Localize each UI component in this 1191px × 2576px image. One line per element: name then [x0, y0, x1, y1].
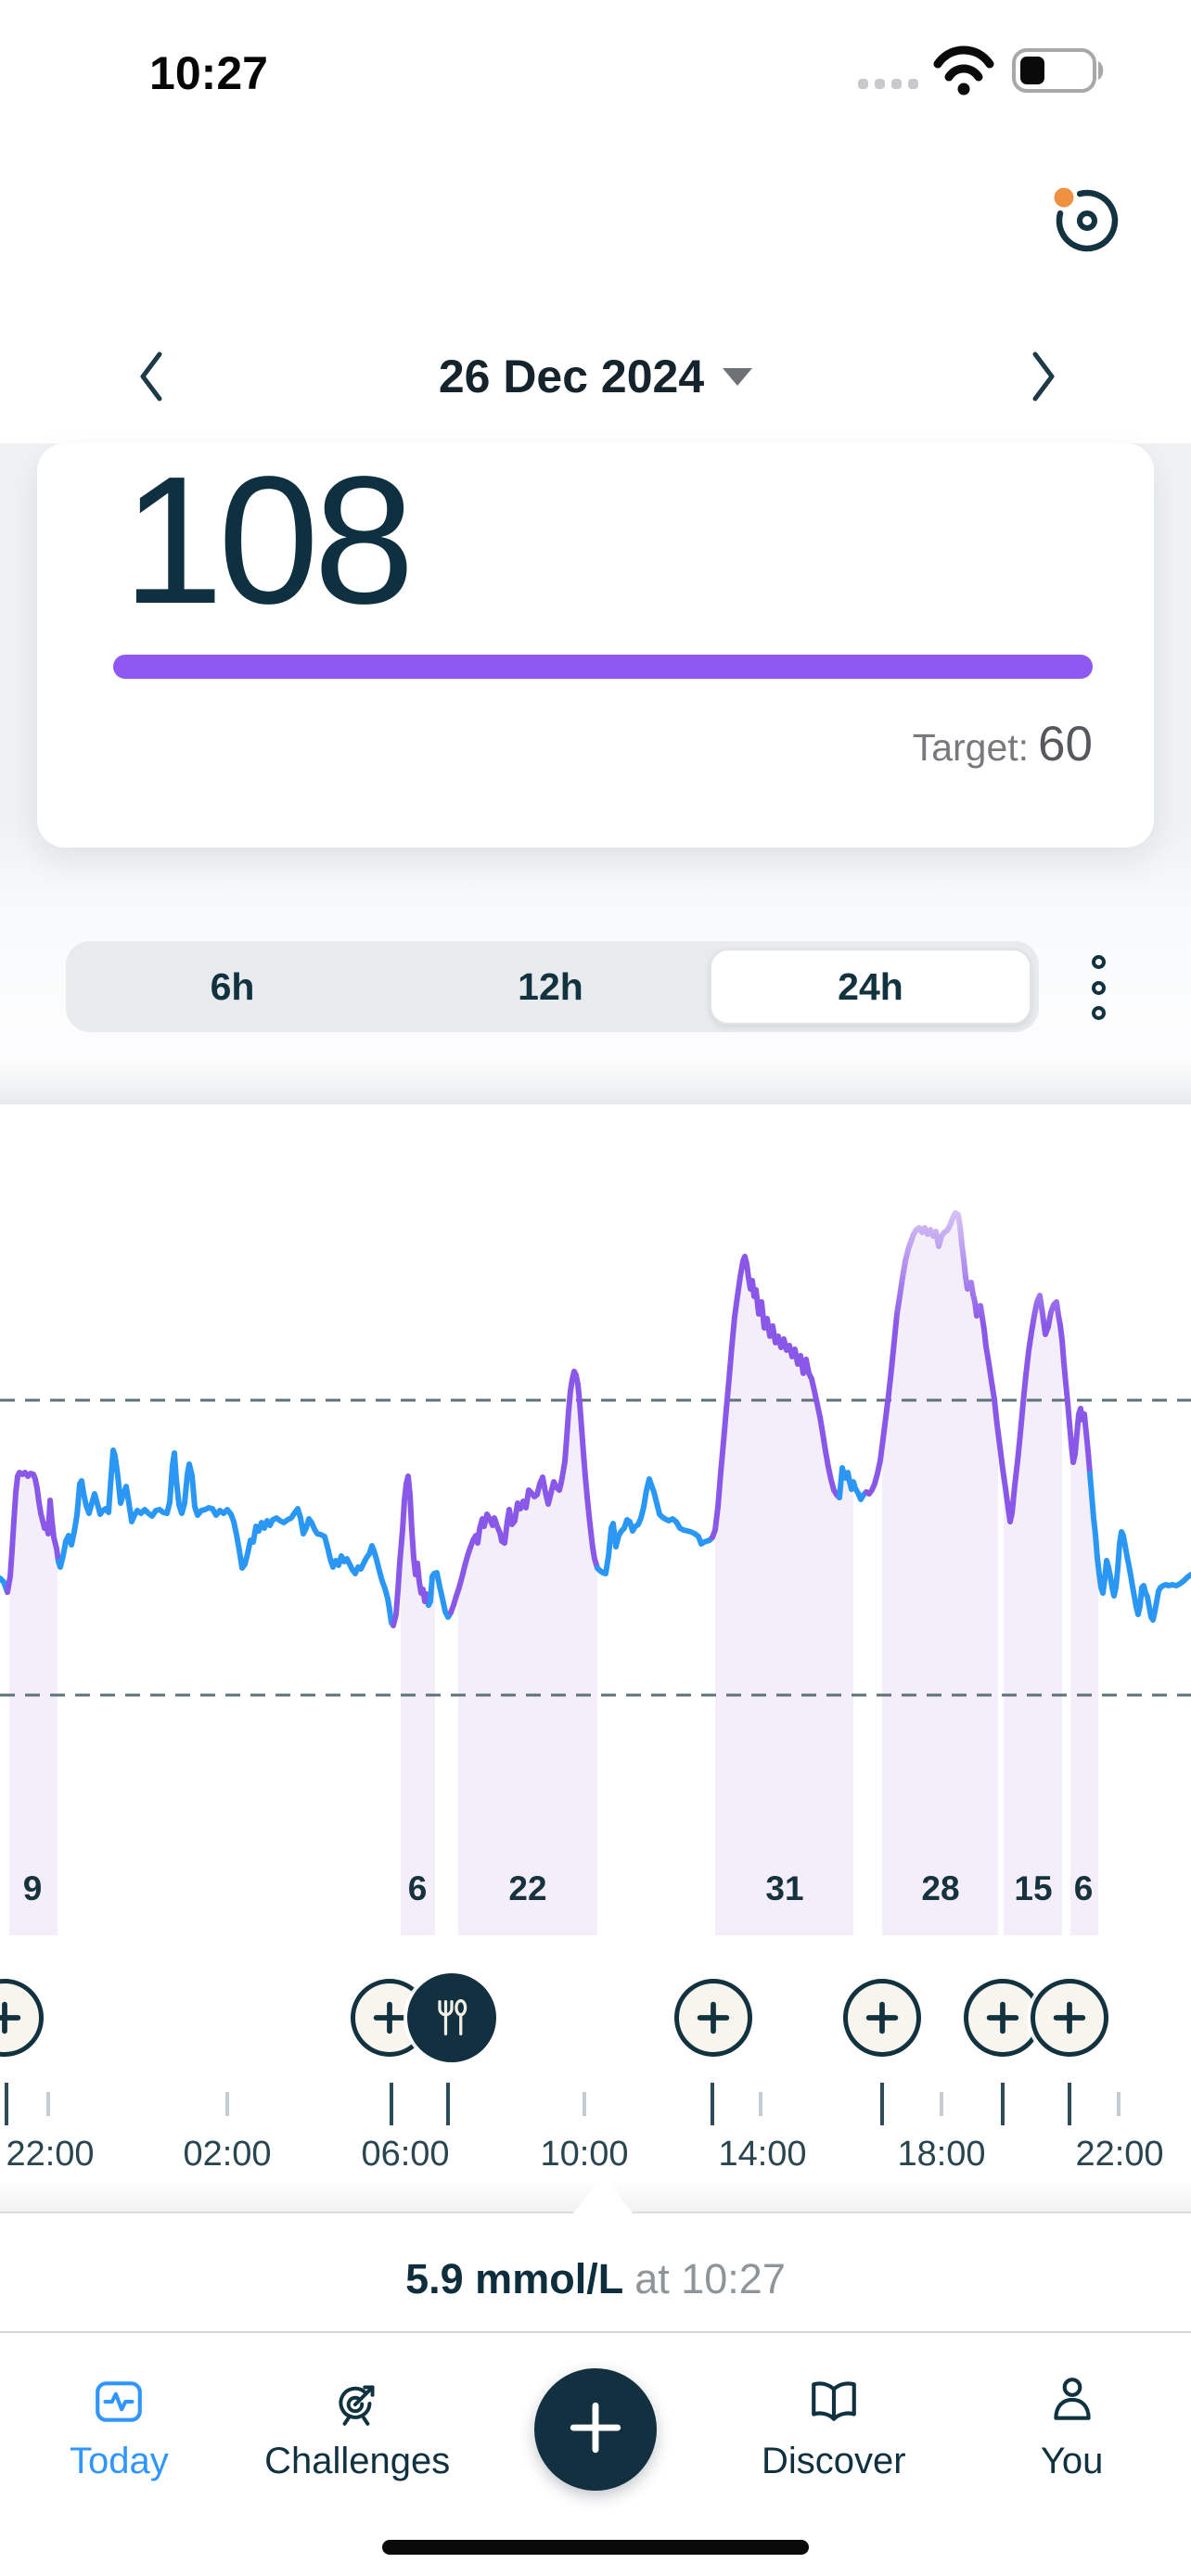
- tab-today[interactable]: Today: [0, 2333, 238, 2576]
- previous-day-button[interactable]: [134, 349, 167, 404]
- target-line: Target: 60: [913, 716, 1093, 772]
- book-icon: [807, 2374, 861, 2428]
- log-event-button[interactable]: [843, 1979, 921, 2057]
- wifi-icon: [933, 45, 994, 96]
- range-option-12h[interactable]: 12h: [391, 949, 710, 1025]
- dot-icon: [1091, 955, 1106, 969]
- more-options-button[interactable]: [1080, 955, 1117, 1020]
- reading-value: 5.9 mmol/L: [405, 2254, 624, 2302]
- spike-score-label: 28: [921, 1869, 960, 1907]
- spike-score-label: 22: [508, 1869, 547, 1907]
- battery-icon: [1012, 48, 1104, 93]
- time-axis-label: 18:00: [897, 2135, 986, 2174]
- plus-icon: [0, 2001, 21, 2034]
- score-progress-bar: [113, 655, 1093, 679]
- log-event-button[interactable]: [964, 1979, 1042, 2057]
- home-indicator: [382, 2540, 809, 2555]
- tab-label: Discover: [761, 2441, 906, 2481]
- range-option-6h[interactable]: 6h: [73, 949, 391, 1025]
- chevron-left-icon: [140, 351, 162, 402]
- sensor-icon: [1054, 187, 1119, 252]
- plus-icon: [563, 2395, 628, 2465]
- fab-circle: [533, 2368, 657, 2491]
- chevron-right-icon: [1032, 351, 1055, 402]
- time-axis-label: 22:00: [1075, 2135, 1164, 2174]
- daily-score-value: 108: [122, 439, 415, 642]
- next-day-button[interactable]: [1028, 349, 1061, 404]
- cellular-dots-icon: [858, 79, 918, 89]
- time-axis-label: 22:00: [6, 2135, 95, 2174]
- current-reading-bar: 5.9 mmol/L at 10:27: [0, 2212, 1191, 2333]
- tab-label: Challenges: [264, 2441, 451, 2481]
- dot-icon: [1091, 980, 1106, 995]
- target-arrow-icon: [330, 2374, 384, 2428]
- meal-icon: [438, 1998, 467, 2035]
- reading-time: at 10:27: [634, 2254, 786, 2302]
- glucose-summary-card: 108 Target: 60: [37, 443, 1154, 848]
- tab-you[interactable]: You: [953, 2333, 1191, 2576]
- time-axis-label: 02:00: [183, 2135, 272, 2174]
- spike-score-label: 9: [22, 1869, 43, 1907]
- sensor-status-button[interactable]: [1044, 176, 1125, 258]
- add-log-button[interactable]: [477, 2333, 715, 2576]
- date-navigation: 26 Dec 2024: [0, 341, 1191, 412]
- plus-icon: [986, 2001, 1019, 2034]
- spike-score-label: 6: [407, 1869, 428, 1907]
- log-event-button[interactable]: [674, 1979, 752, 2057]
- tab-label: You: [1040, 2441, 1104, 2481]
- time-axis-label: 06:00: [361, 2135, 450, 2174]
- target-value: 60: [1038, 717, 1093, 772]
- chart-top-divider: [0, 1103, 1191, 1104]
- time-range-selector: 6h 12h 24h: [66, 941, 1039, 1032]
- status-bar-time: 10:27: [149, 47, 268, 99]
- time-axis-label: 10:00: [540, 2135, 629, 2174]
- plus-icon: [697, 2001, 730, 2034]
- logged-meal-button[interactable]: [407, 1973, 496, 2062]
- date-picker-button[interactable]: 26 Dec 2024: [0, 341, 1191, 412]
- dot-icon: [1091, 1006, 1106, 1020]
- tab-challenges[interactable]: Challenges: [238, 2333, 477, 2576]
- plus-icon: [865, 2001, 899, 2034]
- target-label: Target:: [912, 726, 1030, 769]
- range-option-24h[interactable]: 24h: [710, 949, 1031, 1025]
- plus-icon: [373, 2001, 406, 2034]
- pulse-square-icon: [92, 2374, 146, 2428]
- spike-score-label: 31: [765, 1869, 804, 1907]
- tab-discover[interactable]: Discover: [714, 2333, 953, 2576]
- spike-score-label: 6: [1073, 1869, 1094, 1907]
- time-axis-label: 14:00: [718, 2135, 807, 2174]
- tab-label: Today: [70, 2441, 169, 2481]
- person-icon: [1045, 2374, 1099, 2428]
- current-date: 26 Dec 2024: [438, 351, 705, 402]
- status-bar-icons: [839, 37, 1118, 107]
- log-event-button[interactable]: [1031, 1979, 1108, 2057]
- spike-score-label: 15: [1014, 1869, 1053, 1907]
- tab-bar: Today Challenges Discover You: [0, 2333, 1191, 2576]
- plus-icon: [1053, 2001, 1086, 2034]
- dropdown-caret-icon: [723, 368, 753, 387]
